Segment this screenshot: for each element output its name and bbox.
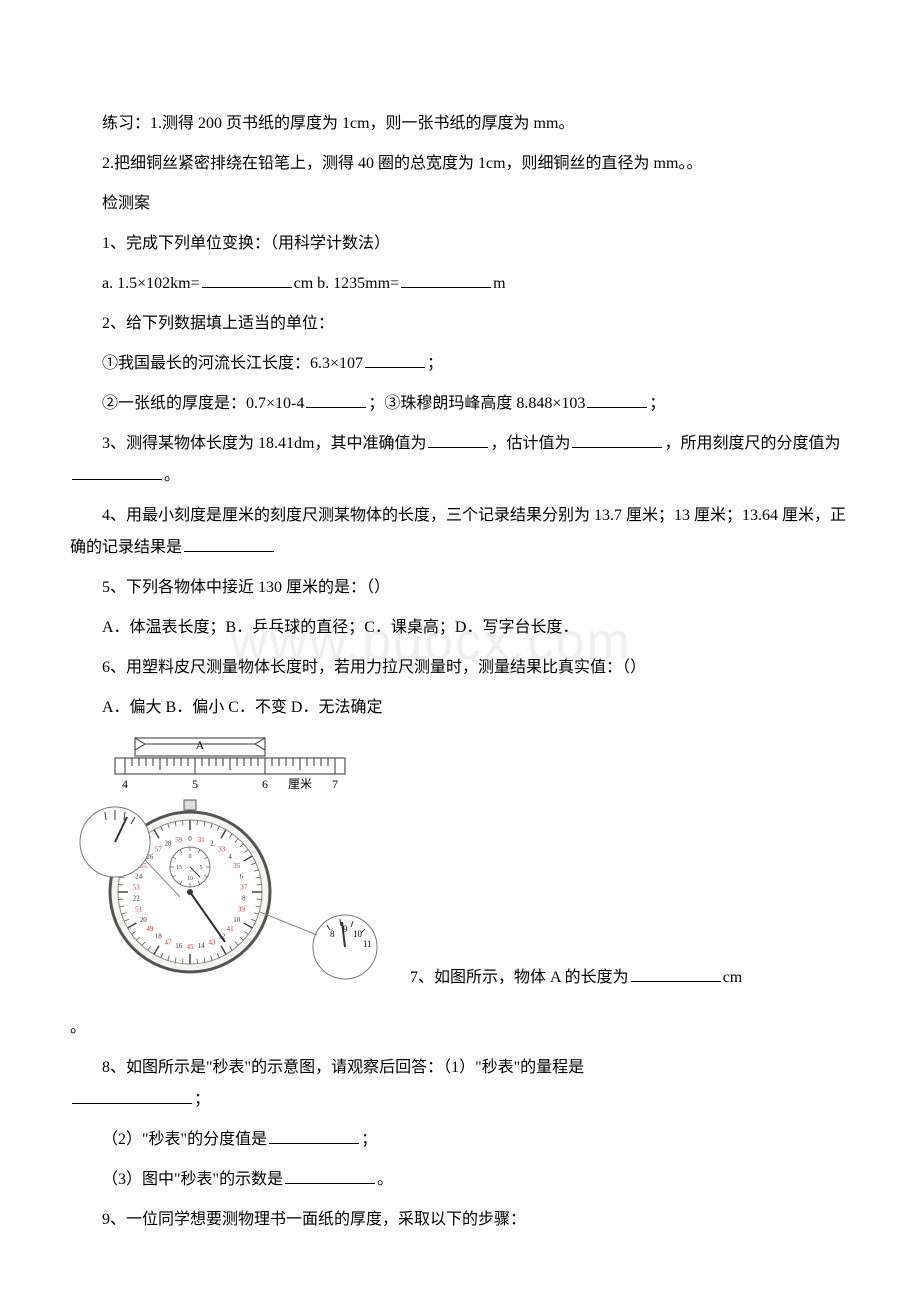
q1-unit-m: m <box>493 275 505 292</box>
zoom-8: 8 <box>330 929 335 939</box>
blank <box>401 271 491 288</box>
svg-text:31: 31 <box>198 836 206 844</box>
svg-text:33: 33 <box>218 845 226 853</box>
svg-text:18: 18 <box>155 933 163 941</box>
blank <box>631 965 721 982</box>
svg-text:10: 10 <box>187 876 193 882</box>
svg-text:0: 0 <box>188 835 192 843</box>
q7-period: 。 <box>70 1012 850 1044</box>
figure-block: A <box>70 732 850 1004</box>
svg-text:59: 59 <box>175 836 183 844</box>
svg-text:35: 35 <box>233 862 241 870</box>
semicolon: ； <box>649 395 665 412</box>
svg-text:51: 51 <box>135 906 143 914</box>
q1-b-label: cm b. 1235mm= <box>294 275 399 292</box>
q8-2: （2）"秒表"的分度值是 ； <box>70 1124 850 1156</box>
q2-i3-text: ；③珠穆朗玛峰高度 8.848×103 <box>368 395 585 412</box>
q8-3: （3）图中"秒表"的示数是 。 <box>70 1164 850 1196</box>
svg-text:39: 39 <box>238 906 246 914</box>
svg-text:20: 20 <box>140 916 148 924</box>
q1-a-label: a. 1.5×102km= <box>102 275 200 292</box>
q2-item1: ①我国最长的河流长江长度：6.3×107 ； <box>70 348 850 380</box>
q7-unit: cm <box>723 969 743 986</box>
blank <box>269 1127 359 1144</box>
q9: 9、一位同学想要测物理书一面纸的厚度，采取以下的步骤： <box>70 1204 850 1236</box>
svg-text:47: 47 <box>165 938 173 946</box>
blank <box>184 535 274 552</box>
q8-3-text: （3）图中"秒表"的示数是 <box>102 1171 283 1188</box>
svg-text:49: 49 <box>146 925 154 933</box>
q3-text-b: ，估计值为 <box>490 435 570 452</box>
svg-text:24: 24 <box>135 872 143 880</box>
ruler-tick-5: 5 <box>192 777 198 791</box>
semicolon: ； <box>361 1131 377 1148</box>
svg-text:22: 22 <box>133 895 141 903</box>
q6-options: A．偏大 B．偏小 C．不变 D．无法确定 <box>70 692 850 724</box>
svg-text:37: 37 <box>240 883 248 891</box>
svg-text:0: 0 <box>189 854 192 860</box>
blank <box>428 431 488 448</box>
ruler-stopwatch-figure: A <box>70 732 400 1004</box>
svg-text:28: 28 <box>165 840 173 848</box>
object-a-label: A <box>196 738 205 752</box>
svg-text:10: 10 <box>233 916 241 924</box>
svg-text:4: 4 <box>228 853 232 861</box>
q8: 8、如图所示是"秒表"的示意图，请观察后回答：（1）"秒表"的量程是 ； <box>70 1052 850 1116</box>
q2-item2: ②一张纸的厚度是：0.7×10-4 ；③珠穆朗玛峰高度 8.848×103 ； <box>70 388 850 420</box>
blank <box>72 1087 192 1104</box>
q4: 4、用最小刻度是厘米的刻度尺测某物体的长度，三个记录结果分别为 13.7 厘米；… <box>70 500 850 564</box>
svg-text:2: 2 <box>210 840 214 848</box>
svg-text:15: 15 <box>176 865 182 871</box>
q6: 6、用塑料皮尺测量物体长度时，若用力拉尺测量时，测量结果比真实值：（） <box>70 652 850 684</box>
q7-text: 7、如图所示，物体 A 的长度为 <box>410 969 629 986</box>
svg-text:6: 6 <box>240 872 244 880</box>
svg-text:53: 53 <box>133 883 141 891</box>
q5-options: A．体温表长度；B．乒乓球的直径；C．课桌高；D．写字台长度． <box>70 612 850 644</box>
blank <box>587 391 647 408</box>
q2-title: 2、给下列数据填上适当的单位： <box>70 308 850 340</box>
q5: 5、下列各物体中接近 130 厘米的是：（） <box>70 572 850 604</box>
exercise-2: 2.把细铜丝紧密排绕在铅笔上，测得 40 圈的总宽度为 1cm，则细铜丝的直径为… <box>70 148 850 180</box>
semicolon: ； <box>427 355 443 372</box>
svg-text:43: 43 <box>208 938 216 946</box>
blank <box>572 431 662 448</box>
blank <box>72 463 162 480</box>
q3-text-a: 3、测得某物体长度为 18.41dm，其中准确值为 <box>102 435 426 452</box>
period: 。 <box>377 1171 393 1188</box>
svg-text:57: 57 <box>155 845 163 853</box>
q3-text-d: 。 <box>164 467 180 484</box>
svg-text:8: 8 <box>242 895 246 903</box>
q1-line: a. 1.5×102km= cm b. 1235mm= m <box>70 268 850 300</box>
q3-text-c: ，所用刻度尺的分度值为 <box>664 435 840 452</box>
svg-text:5: 5 <box>200 865 203 871</box>
q3: 3、测得某物体长度为 18.41dm，其中准确值为 ，估计值为 ，所用刻度尺的分度值… <box>70 428 850 492</box>
q8-text: 8、如图所示是"秒表"的示意图，请观察后回答：（1）"秒表"的量程是 <box>102 1059 584 1076</box>
q2-i1-text: ①我国最长的河流长江长度：6.3×107 <box>102 355 363 372</box>
svg-text:14: 14 <box>198 942 206 950</box>
zoom-11: 11 <box>363 939 372 949</box>
svg-text:45: 45 <box>187 943 195 951</box>
semicolon: ； <box>194 1091 210 1108</box>
ruler-tick-6: 6 <box>262 777 268 791</box>
svg-text:41: 41 <box>227 925 235 933</box>
blank <box>285 1167 375 1184</box>
q1-title: 1、完成下列单位变换：（用科学计数法） <box>70 228 850 260</box>
q8-2-text: （2）"秒表"的分度值是 <box>102 1131 267 1148</box>
ruler-unit: 厘米 <box>288 777 312 791</box>
ruler-tick-7: 7 <box>332 777 338 791</box>
zoom-10: 10 <box>353 929 363 939</box>
q2-i2-text: ②一张纸的厚度是：0.7×10-4 <box>102 395 304 412</box>
blank <box>202 271 292 288</box>
blank <box>365 351 425 368</box>
ruler-tick-4: 4 <box>122 777 128 791</box>
svg-text:16: 16 <box>175 942 183 950</box>
blank <box>306 391 366 408</box>
exercise-1: 练习：1.测得 200 页书纸的厚度为 1cm，则一张书纸的厚度为 mm。 <box>70 108 850 140</box>
section-title: 检测案 <box>70 188 850 220</box>
